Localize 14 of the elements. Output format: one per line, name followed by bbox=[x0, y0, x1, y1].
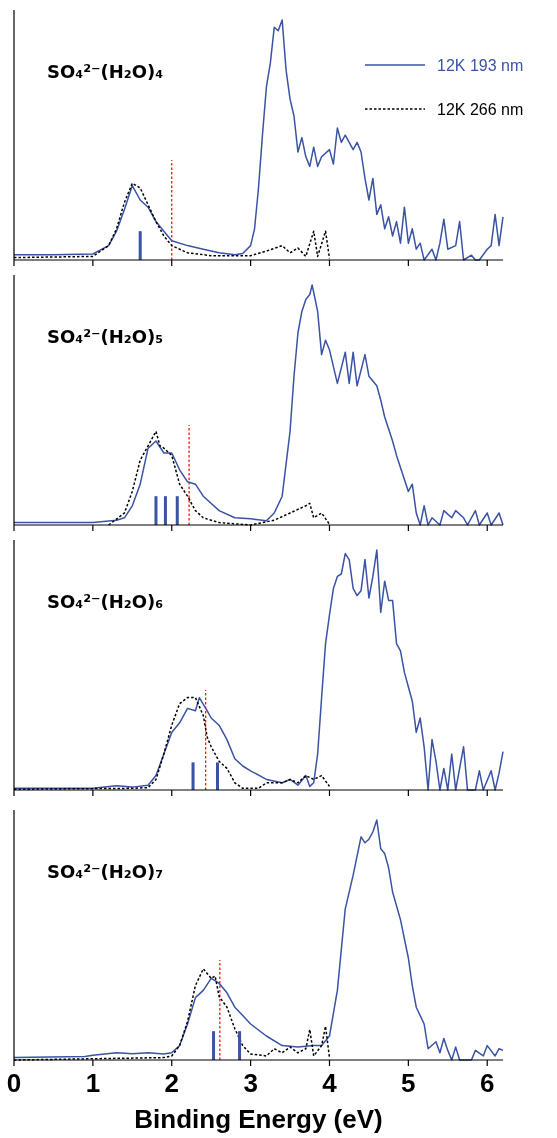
x-tick-label: 0 bbox=[6, 1068, 22, 1098]
x-tick-label: 3 bbox=[243, 1068, 258, 1098]
text: SO₄²⁻(H₂O)₇ bbox=[47, 861, 164, 882]
text: SO₄²⁻(H₂O)₆ bbox=[47, 591, 164, 612]
legend-label: 12K 193 nm bbox=[437, 57, 524, 74]
x-tick-label: 2 bbox=[164, 1068, 179, 1098]
x-axis-title: Binding Energy (eV) bbox=[134, 1104, 383, 1134]
x-tick-label: 5 bbox=[401, 1068, 416, 1098]
x-tick-label: 1 bbox=[85, 1068, 101, 1098]
x-tick-label: 4 bbox=[322, 1068, 338, 1098]
text: SO₄²⁻(H₂O)₅ bbox=[47, 326, 164, 347]
text: SO₄²⁻(H₂O)₄ bbox=[47, 61, 164, 82]
legend-label: 12K 266 nm bbox=[437, 101, 524, 118]
x-tick-label: 6 bbox=[479, 1068, 495, 1098]
